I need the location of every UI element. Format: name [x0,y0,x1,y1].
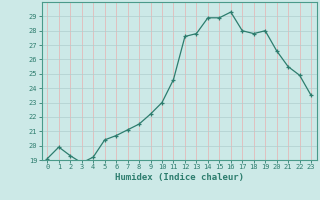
X-axis label: Humidex (Indice chaleur): Humidex (Indice chaleur) [115,173,244,182]
